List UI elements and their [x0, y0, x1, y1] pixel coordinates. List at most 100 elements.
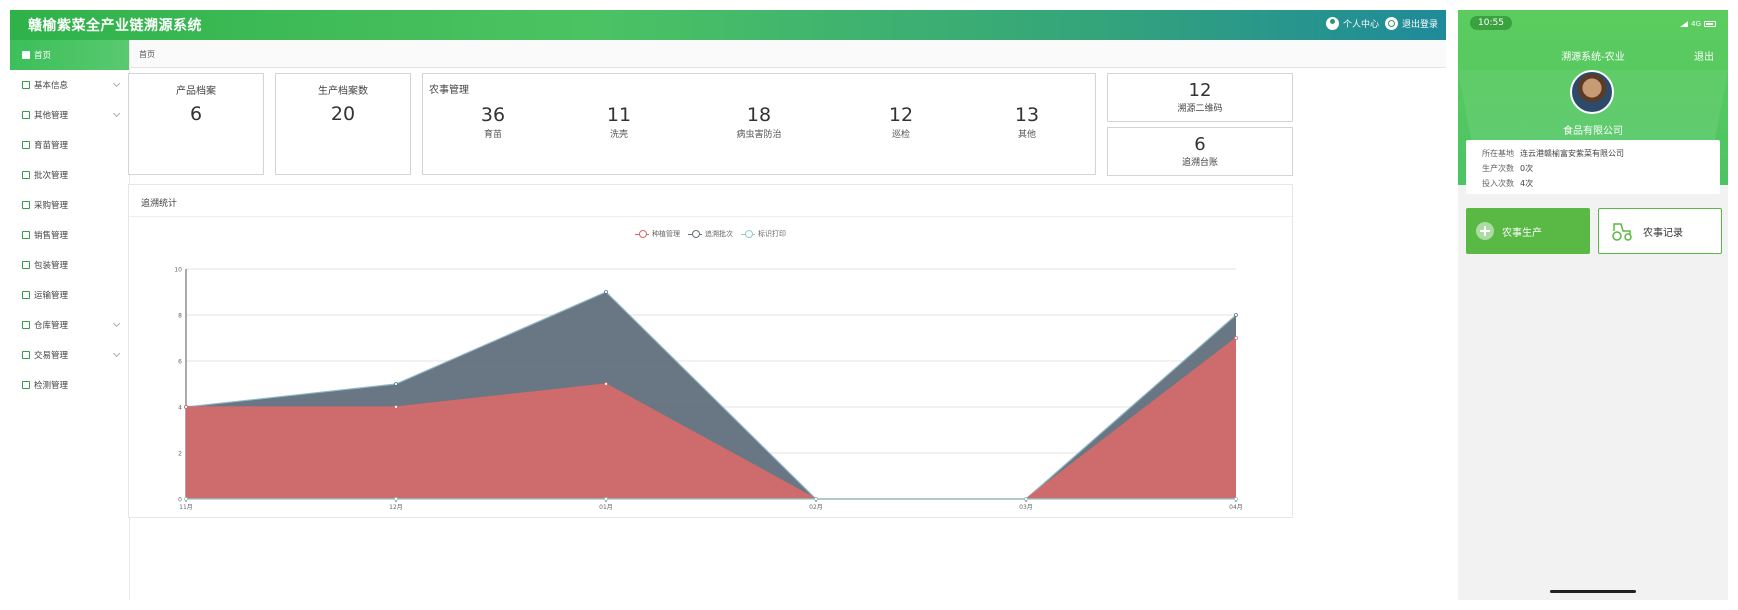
farm-stat-value: 18 [746, 104, 772, 126]
farm-records-label: 农事记录 [1643, 227, 1683, 239]
chevron-down-icon [112, 319, 121, 328]
cart-icon [22, 351, 30, 359]
legend-marker [688, 230, 702, 238]
user-center-link[interactable]: 个人中心 [1325, 17, 1379, 30]
farm-stat-value: 13 [1014, 104, 1040, 126]
network-label: 4G [1691, 20, 1701, 28]
ledger-card[interactable]: 6 追溯台账 [1107, 127, 1293, 176]
farm-stat-value: 36 [480, 104, 506, 126]
sidebar-item-10[interactable]: 交易管理 [10, 340, 129, 370]
x-tick-label: 01月 [599, 504, 613, 511]
trace-stats-panel: 追溯统计 种植管理 追溯批次 标识打印 0 2 4 6 8 10 11月 12月 01月 02月 03月… [128, 184, 1293, 518]
data-point [394, 405, 398, 409]
info-row: 所在基地 连云港赣榆富安紫菜有限公司 [1482, 146, 1704, 161]
logout-link[interactable]: 退出登录 [1384, 17, 1438, 30]
info-value: 连云港赣榆富安紫菜有限公司 [1520, 149, 1624, 158]
farm-stat-item[interactable]: 12 巡检 [861, 104, 941, 140]
copy-icon [22, 171, 30, 179]
farm-stat-item[interactable]: 11 洗壳 [579, 104, 659, 140]
legend-item[interactable]: 标识打印 [741, 229, 786, 239]
sidebar-item-label: 检测管理 [34, 381, 69, 391]
data-point [1234, 336, 1238, 340]
truck-icon [22, 291, 30, 299]
product-archive-value: 6 [189, 103, 203, 125]
series-area-0 [186, 338, 1236, 499]
chevron-down-icon [112, 109, 121, 118]
farm-stat-label: 巡检 [891, 130, 910, 140]
breadcrumb[interactable]: 首页 [139, 50, 155, 59]
sidebar-item-9[interactable]: 仓库管理 [10, 310, 129, 340]
avatar[interactable] [1570, 70, 1614, 114]
sidebar-item-0[interactable]: 首页 [10, 40, 129, 70]
signal-icon [1680, 21, 1689, 27]
sidebar-item-label: 仓库管理 [34, 321, 69, 331]
app-title: 赣榆紫菜全产业链溯源系统 [28, 18, 202, 34]
product-archive-card[interactable]: 产品档案 6 [128, 73, 264, 175]
qr-code-label: 溯源二维码 [1177, 104, 1223, 114]
farm-production-button[interactable]: 农事生产 [1466, 208, 1590, 254]
sidebar-item-6[interactable]: 销售管理 [10, 220, 129, 250]
sidebar-item-4[interactable]: 批次管理 [10, 160, 129, 190]
legend-item[interactable]: 追溯批次 [688, 229, 733, 239]
bar-chart-icon [22, 231, 30, 239]
sidebar-item-5[interactable]: 采购管理 [10, 190, 129, 220]
production-archive-card[interactable]: 生产档案数 20 [275, 73, 411, 175]
data-point [184, 405, 188, 409]
sidebar-item-label: 基本信息 [34, 81, 69, 91]
data-point [604, 382, 608, 386]
data-point [1024, 497, 1028, 501]
home-icon [22, 51, 30, 59]
data-point [604, 497, 608, 501]
farm-stat-label: 病虫害防治 [736, 130, 782, 140]
series-line-0 [186, 337, 1237, 500]
sidebar: 首页基本信息其他管理育苗管理批次管理采购管理销售管理包装管理运输管理仓库管理交易… [10, 40, 130, 600]
sidebar-item-label: 运输管理 [34, 291, 69, 301]
breadcrumb-bar: 首页 [131, 40, 1446, 68]
sidebar-item-2[interactable]: 其他管理 [10, 100, 129, 130]
mobile-logout-button[interactable]: 退出 [1694, 52, 1714, 63]
farm-stat-item[interactable]: 18 病虫害防治 [719, 104, 799, 140]
data-point [814, 497, 818, 501]
power-icon [1384, 17, 1398, 30]
company-name: 食品有限公司 [1563, 126, 1623, 137]
qr-code-card[interactable]: 12 溯源二维码 [1107, 73, 1293, 122]
x-tick-label: 12月 [389, 504, 403, 511]
info-key: 生产次数 [1482, 164, 1514, 173]
sidebar-item-label: 育苗管理 [34, 141, 69, 151]
user-icon [1325, 17, 1339, 30]
battery-icon [1704, 21, 1716, 27]
mobile-app-screen: 10:55 4G 溯源系统-农业 退出 食品有限公司 所在基地 连云港赣榆富安紫菜… [1458, 10, 1728, 600]
y-tick-label: 4 [178, 405, 182, 412]
info-key: 所在基地 [1482, 149, 1514, 158]
warehouse-icon [22, 321, 30, 329]
farm-stat-label: 洗壳 [609, 130, 628, 140]
legend-item[interactable]: 种植管理 [635, 229, 680, 239]
info-value: 0次 [1520, 164, 1534, 173]
chevron-down-icon [112, 349, 121, 358]
farm-stat-label: 育苗 [483, 130, 502, 140]
chevron-down-icon [112, 79, 121, 88]
legend-label: 种植管理 [652, 230, 680, 238]
logout-label: 退出登录 [1401, 20, 1438, 30]
package-icon [22, 261, 30, 269]
sidebar-item-11[interactable]: 检测管理 [10, 370, 129, 400]
top-header: 赣榆紫菜全产业链溯源系统 个人中心 退出登录 [10, 10, 1446, 40]
series-line-1 [185, 291, 1237, 500]
sidebar-item-7[interactable]: 包装管理 [10, 250, 129, 280]
x-tick-label: 02月 [809, 504, 823, 511]
sidebar-item-8[interactable]: 运输管理 [10, 280, 129, 310]
legend-marker [741, 230, 755, 238]
chart-legend: 种植管理 追溯批次 标识打印 [129, 229, 1292, 239]
farm-stat-item[interactable]: 13 其他 [987, 104, 1067, 140]
production-archive-label: 生产档案数 [318, 86, 368, 97]
info-icon [22, 81, 30, 89]
legend-label: 追溯批次 [705, 230, 733, 238]
sidebar-item-label: 销售管理 [34, 231, 69, 241]
sidebar-item-1[interactable]: 基本信息 [10, 70, 129, 100]
sidebar-item-3[interactable]: 育苗管理 [10, 130, 129, 160]
x-tick-label: 04月 [1229, 504, 1243, 511]
farm-management-title: 农事管理 [429, 85, 469, 96]
farm-records-button[interactable]: 农事记录 [1598, 208, 1722, 254]
farm-stat-item[interactable]: 36 育苗 [453, 104, 533, 140]
sidebar-item-label: 采购管理 [34, 201, 69, 211]
